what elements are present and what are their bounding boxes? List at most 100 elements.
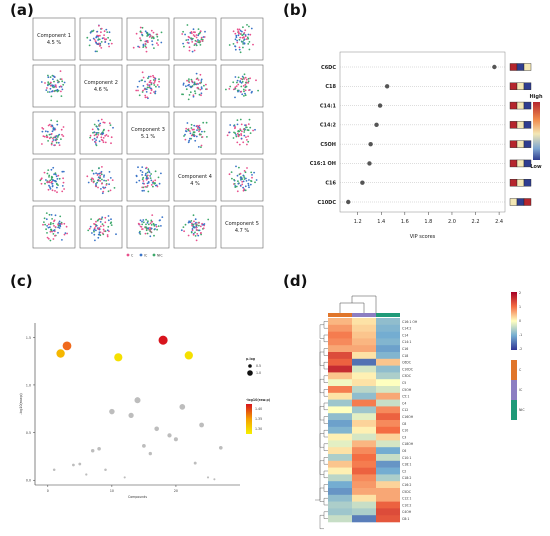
legend-marker — [126, 253, 130, 257]
scatter-point — [236, 89, 239, 92]
scatter-point — [48, 184, 50, 187]
scatter-point — [202, 36, 205, 38]
scatter-point — [244, 171, 247, 174]
scatter-point — [141, 79, 144, 82]
scatter-point — [188, 49, 191, 52]
scatter-point — [96, 30, 99, 33]
scatter-point — [195, 135, 198, 138]
scatter-point — [242, 33, 245, 36]
scatter-point — [236, 174, 239, 177]
scatter-point — [194, 92, 197, 95]
scatter-point — [203, 130, 206, 133]
vip-heat-cell — [509, 198, 518, 206]
heatmap-row-label: C18 — [402, 354, 408, 358]
scatter-point — [52, 137, 54, 140]
scatter-point — [147, 41, 149, 44]
scatter-point — [54, 144, 56, 147]
scatter-point — [192, 233, 195, 236]
scatter-point — [184, 138, 187, 141]
scatter-point — [110, 136, 113, 139]
scatter-point — [245, 126, 248, 129]
scatter-point — [237, 130, 240, 133]
scatter-point — [187, 234, 190, 237]
scatter-point — [101, 232, 104, 235]
heatmap-cell — [376, 426, 400, 434]
vip-heat-cell — [523, 179, 532, 187]
heatmap-cell — [328, 433, 352, 441]
scatter-point — [53, 225, 55, 227]
scatter-point — [146, 174, 149, 177]
scatter-point — [105, 179, 107, 182]
scatter-point — [197, 146, 200, 148]
matrix-cell — [32, 205, 76, 249]
scatter-point — [195, 226, 198, 229]
scatter-point — [160, 172, 162, 175]
scatter-point — [59, 78, 62, 80]
size-legend-marker — [248, 364, 252, 368]
scatter-point — [107, 135, 109, 138]
scatter-point — [99, 174, 102, 177]
heatmap-cell — [328, 331, 352, 339]
scatter-point — [244, 185, 247, 188]
x-tick-label: 0 — [47, 489, 49, 493]
scatter-point — [190, 231, 193, 234]
scatter-point — [58, 222, 61, 225]
scatter-point — [156, 84, 159, 86]
scatter-point — [190, 220, 193, 222]
vip-heat-cell — [509, 82, 518, 90]
scatter-point — [231, 177, 233, 180]
scatter-point — [189, 130, 191, 133]
scatter-point — [108, 122, 111, 125]
scatter-point — [193, 135, 196, 138]
heatmap-cell — [352, 488, 376, 496]
scatter-point — [141, 228, 143, 231]
heatmap-cell — [328, 467, 352, 475]
heatmap-cell — [328, 481, 352, 489]
scatter-point — [57, 141, 60, 144]
vip-heat-cell — [509, 159, 518, 168]
scatter-point — [50, 176, 53, 179]
scatter-point — [142, 182, 144, 185]
scatter-point — [242, 85, 245, 87]
vip-heat-cell — [516, 63, 525, 71]
scatter-point — [52, 75, 55, 78]
scatter-point — [135, 174, 138, 177]
scatter-point — [192, 34, 195, 36]
scatter-point — [191, 41, 194, 43]
scatter-point — [241, 183, 244, 186]
scatter-point — [199, 225, 202, 228]
scatter-point — [138, 231, 141, 234]
scatter-point — [141, 174, 144, 176]
scatter-point — [241, 30, 243, 33]
scatter-point — [154, 170, 157, 173]
scatter-point — [247, 77, 250, 80]
scatter-point — [239, 128, 242, 131]
scatter-point — [147, 220, 149, 223]
matrix-cell — [220, 17, 264, 61]
scatter-point — [144, 45, 147, 47]
scatter-point — [145, 166, 148, 169]
scatter-point — [58, 144, 61, 147]
scatter-point — [61, 239, 63, 241]
heatmap-row-label: C8:1 — [402, 517, 409, 521]
scatter-point — [149, 227, 151, 229]
size-legend-title: p.log — [246, 357, 256, 361]
vip-row-label: C14:1 — [320, 103, 337, 109]
scatter-point — [157, 44, 160, 46]
scatter-point — [63, 81, 66, 84]
scatter-point — [52, 127, 55, 129]
heatmap-cell — [376, 365, 400, 373]
scatter-point — [51, 218, 53, 220]
scatter-point — [200, 144, 203, 147]
heatmap-cell — [328, 515, 352, 523]
matrix-cell — [173, 64, 217, 108]
scatter-point — [47, 83, 50, 85]
scatter-point — [48, 180, 51, 183]
component-name: Component 4 — [178, 174, 212, 180]
scatter-point — [141, 91, 144, 93]
scatter-point — [51, 140, 54, 143]
scatter-point — [195, 36, 198, 39]
vip-heat-cell — [523, 198, 532, 206]
scatter-point — [94, 239, 96, 242]
scatter-point — [200, 92, 203, 95]
